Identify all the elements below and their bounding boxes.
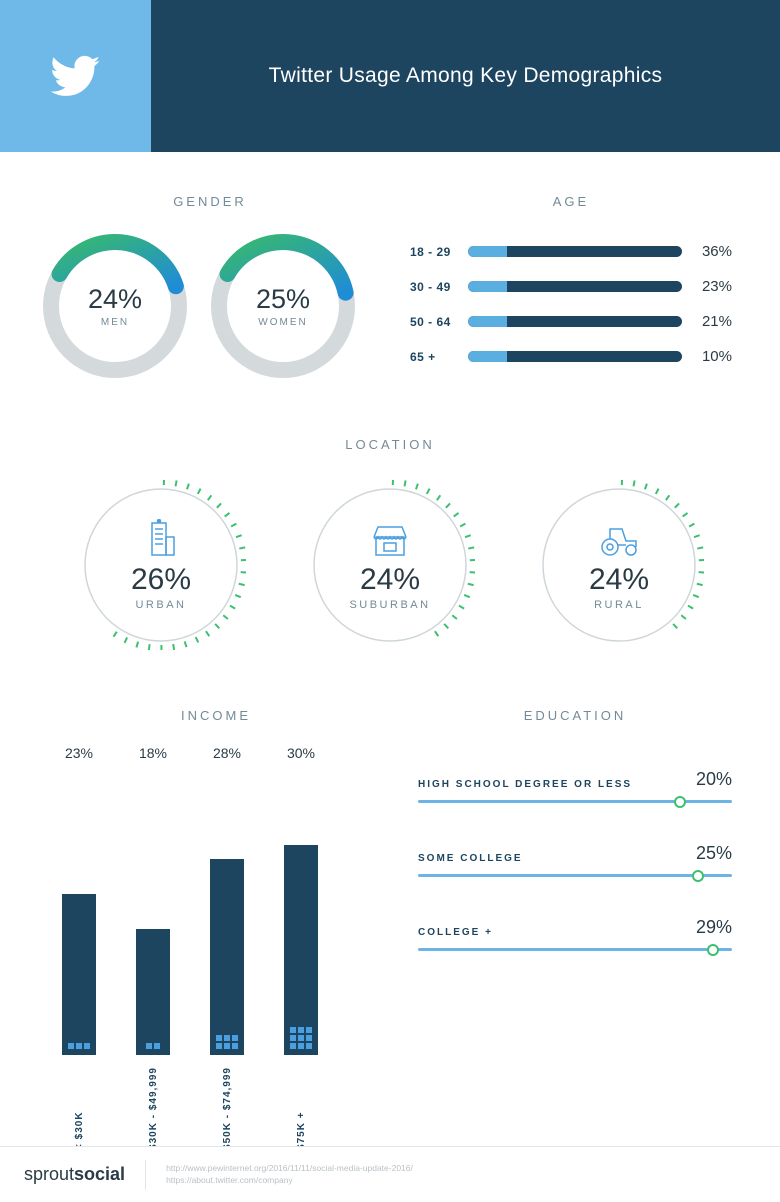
age-label: 30 - 49 [410,280,468,294]
age-bar [468,316,682,327]
age-label: 50 - 64 [410,315,468,329]
income-bar: 30% [278,745,324,1055]
age-bar [468,246,682,257]
store-icon [370,519,410,557]
brand-logo: sproutsocial [24,1164,125,1185]
footer: sproutsocial http://www.pewinternet.org/… [0,1146,780,1202]
gender-section: GENDER 24% MEN 25% WOMEN [40,194,380,383]
education-section: EDUCATION HIGH SCHOOL DEGREE OR LESS 20% S… [376,708,732,1150]
gender-label: WOMEN [258,317,307,328]
age-value: 21% [682,313,732,330]
income-pct: 28% [204,745,250,761]
footer-sources: http://www.pewinternet.org/2016/11/11/so… [166,1163,413,1187]
age-bar [468,351,682,362]
age-bar [468,281,682,292]
slider-knob-icon [692,870,704,882]
footer-divider [145,1160,146,1190]
education-label: SOME COLLEGE [418,853,523,864]
education-row: HIGH SCHOOL DEGREE OR LESS 20% [418,769,732,803]
top-row: GENDER 24% MEN 25% WOMEN AGE 18 - 29 36% 30 -… [0,152,780,383]
location-pct: 24% [589,563,649,597]
location-pct: 26% [131,563,191,597]
income-label: < $30K [74,1067,85,1150]
income-pct: 30% [278,745,324,761]
education-slider [418,948,732,951]
location-label: SUBURBAN [349,599,430,611]
income-title: INCOME [56,708,376,723]
twitter-icon [0,0,151,152]
education-pct: 20% [696,769,732,790]
gender-pct: 25% [256,284,310,315]
location-label: RURAL [594,599,644,611]
location-title: LOCATION [0,437,780,452]
income-label: $30K - $49,999 [148,1067,159,1150]
income-label: $50K - $74,999 [222,1067,233,1150]
income-pct: 18% [130,745,176,761]
age-value: 10% [682,348,732,365]
age-title: AGE [410,194,732,209]
age-label: 18 - 29 [410,245,468,259]
education-label: HIGH SCHOOL DEGREE OR LESS [418,779,632,790]
age-row: 50 - 64 21% [410,313,732,330]
income-section: INCOME 23% 18% 28% 30% < $30K $30K - $49,999… [56,708,376,1150]
age-value: 36% [682,243,732,260]
income-pct: 23% [56,745,102,761]
age-section: AGE 18 - 29 36% 30 - 49 23% 50 - 64 21% 65 + 10… [380,194,732,383]
education-pct: 29% [696,917,732,938]
education-slider [418,874,732,877]
income-bar: 28% [204,745,250,1055]
gender-pct: 24% [88,284,142,315]
bottom-row: INCOME 23% 18% 28% 30% < $30K $30K - $49,999… [0,650,780,1150]
header: Twitter Usage Among Key Demographics [0,0,780,152]
slider-knob-icon [707,944,719,956]
building-icon [143,519,179,557]
education-row: SOME COLLEGE 25% [418,843,732,877]
gender-donut-women: 25% WOMEN [208,231,358,381]
age-value: 23% [682,278,732,295]
age-row: 30 - 49 23% [410,278,732,295]
education-slider [418,800,732,803]
page-title: Twitter Usage Among Key Demographics [151,0,780,152]
gender-label: MEN [101,317,129,328]
location-pct: 24% [360,563,420,597]
location-label: URBAN [135,599,186,611]
location-suburban: 24% SUBURBAN [298,480,483,650]
location-urban: 26% URBAN [69,480,254,650]
education-row: COLLEGE + 29% [418,917,732,951]
gender-title: GENDER [40,194,380,209]
age-row: 18 - 29 36% [410,243,732,260]
age-row: 65 + 10% [410,348,732,365]
education-label: COLLEGE + [418,927,493,938]
gender-donut-men: 24% MEN [40,231,190,381]
income-bar: 23% [56,745,102,1055]
age-label: 65 + [410,350,468,364]
income-bar: 18% [130,745,176,1055]
education-title: EDUCATION [418,708,732,723]
tractor-icon [598,519,640,557]
education-pct: 25% [696,843,732,864]
slider-knob-icon [674,796,686,808]
location-section: LOCATION 26% URBAN 24% SUBURBAN 24% RURAL [0,437,780,650]
location-rural: 24% RURAL [527,480,712,650]
income-label: $75K + [296,1067,307,1150]
